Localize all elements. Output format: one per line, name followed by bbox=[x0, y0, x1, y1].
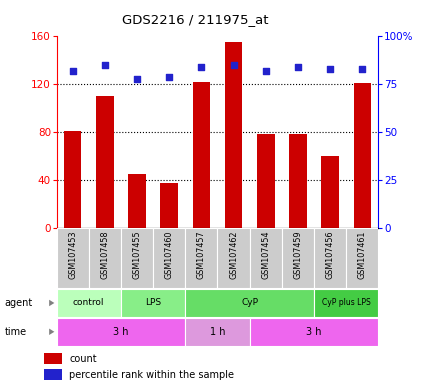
Bar bbox=[321, 157, 338, 228]
Bar bbox=[185, 228, 217, 288]
Bar bbox=[56, 228, 89, 288]
Text: GSM107462: GSM107462 bbox=[229, 231, 237, 280]
Bar bbox=[313, 228, 345, 288]
Text: count: count bbox=[69, 354, 97, 364]
Bar bbox=[192, 82, 210, 228]
Bar bbox=[353, 83, 370, 228]
Bar bbox=[56, 289, 121, 317]
Text: GSM107461: GSM107461 bbox=[357, 231, 366, 279]
Text: LPS: LPS bbox=[145, 298, 161, 308]
Bar bbox=[256, 134, 274, 228]
Point bbox=[294, 64, 301, 70]
Point bbox=[358, 66, 365, 72]
Bar bbox=[217, 228, 249, 288]
Text: GSM107460: GSM107460 bbox=[164, 231, 173, 279]
Text: GSM107454: GSM107454 bbox=[261, 231, 270, 280]
Text: GSM107453: GSM107453 bbox=[68, 231, 77, 280]
Point bbox=[197, 64, 204, 70]
Bar bbox=[56, 318, 185, 346]
Text: GSM107458: GSM107458 bbox=[100, 231, 109, 280]
Point bbox=[101, 62, 108, 68]
Text: time: time bbox=[4, 327, 26, 337]
Bar bbox=[281, 228, 313, 288]
Text: control: control bbox=[73, 298, 104, 308]
Bar bbox=[185, 318, 249, 346]
Bar bbox=[345, 228, 378, 288]
Bar bbox=[121, 289, 185, 317]
Bar bbox=[96, 96, 113, 228]
Bar bbox=[43, 353, 62, 364]
Point bbox=[133, 76, 140, 82]
Text: 1 h: 1 h bbox=[209, 327, 225, 337]
Point bbox=[230, 62, 237, 68]
Bar bbox=[224, 43, 242, 228]
Bar bbox=[64, 131, 81, 228]
Bar bbox=[128, 174, 145, 228]
Bar bbox=[43, 369, 62, 381]
Text: GSM107455: GSM107455 bbox=[132, 231, 141, 280]
Text: GDS2216 / 211975_at: GDS2216 / 211975_at bbox=[122, 13, 268, 26]
Text: CyP: CyP bbox=[240, 298, 258, 308]
Bar bbox=[249, 318, 378, 346]
Text: 3 h: 3 h bbox=[306, 327, 321, 337]
Bar bbox=[185, 289, 313, 317]
Point bbox=[69, 68, 76, 74]
Bar bbox=[160, 183, 178, 228]
Text: 3 h: 3 h bbox=[113, 327, 128, 337]
Point bbox=[326, 66, 333, 72]
Bar bbox=[249, 228, 281, 288]
Text: percentile rank within the sample: percentile rank within the sample bbox=[69, 370, 234, 380]
Text: GSM107456: GSM107456 bbox=[325, 231, 334, 280]
Text: GSM107459: GSM107459 bbox=[293, 231, 302, 280]
Text: GSM107457: GSM107457 bbox=[197, 231, 205, 280]
Text: agent: agent bbox=[4, 298, 33, 308]
Bar bbox=[89, 228, 121, 288]
Bar bbox=[313, 289, 378, 317]
Point bbox=[262, 68, 269, 74]
Bar bbox=[289, 134, 306, 228]
Bar bbox=[153, 228, 185, 288]
Point bbox=[165, 74, 172, 80]
Bar bbox=[121, 228, 153, 288]
Text: CyP plus LPS: CyP plus LPS bbox=[321, 298, 370, 308]
